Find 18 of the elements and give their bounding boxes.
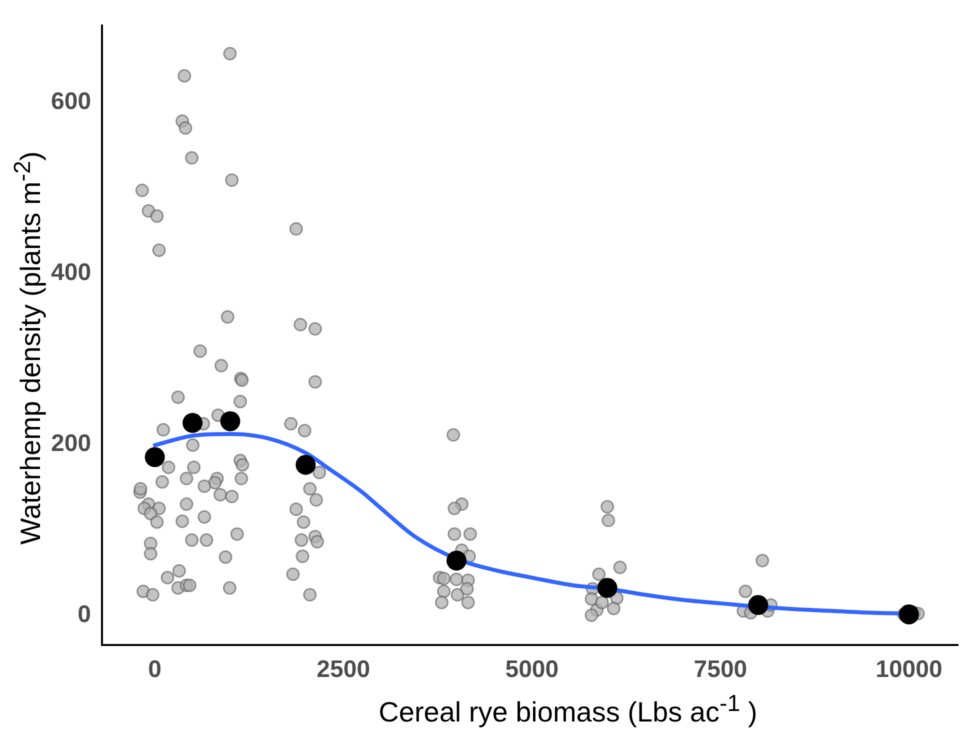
x-tick-label: 2500 bbox=[316, 656, 370, 684]
y-tick-label: 400 bbox=[50, 258, 92, 286]
point bbox=[748, 595, 768, 616]
x-tick-label: 10000 bbox=[876, 656, 942, 684]
point bbox=[220, 411, 240, 432]
point bbox=[144, 447, 165, 468]
point bbox=[446, 550, 466, 571]
x-tick-label: 0 bbox=[148, 656, 162, 684]
x-tick-label: 5000 bbox=[505, 656, 559, 684]
point bbox=[182, 412, 203, 433]
x-axis-title: Cereal rye biomass (Lbs ac$^{-1}$ ) bbox=[378, 690, 758, 728]
point bbox=[898, 604, 919, 624]
y-tick-label: 0 bbox=[78, 600, 92, 628]
y-tick-label: 600 bbox=[50, 88, 92, 115]
y-tick-label: 200 bbox=[50, 430, 92, 457]
point bbox=[597, 578, 618, 598]
point bbox=[296, 454, 316, 475]
x-tick-label: 7500 bbox=[694, 656, 748, 684]
